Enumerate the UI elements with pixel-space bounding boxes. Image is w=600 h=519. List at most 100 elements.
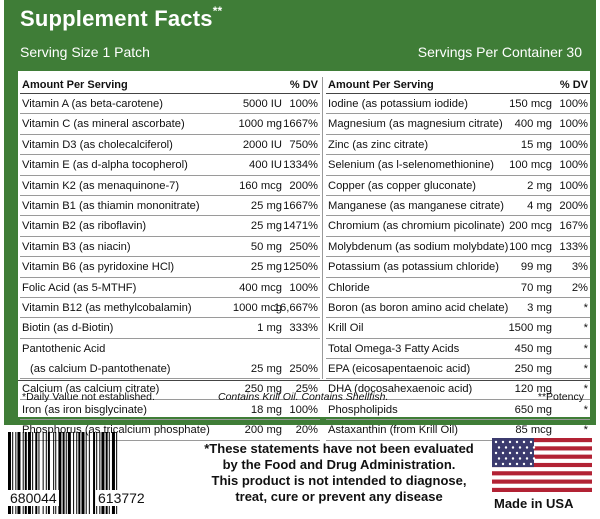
nutrient-name: Calcium (as calcium citrate) xyxy=(22,383,160,396)
nutrient-row: Copper (as copper gluconate) 2 mg 100% xyxy=(326,176,590,196)
nutrient-dv: 1667% xyxy=(283,118,318,131)
nutrient-amount: 25 mg xyxy=(250,261,282,274)
column-header: Amount Per Serving % DV xyxy=(326,71,590,94)
nutrient-row: Potassium (as potassium chloride) 99 mg 3% xyxy=(326,257,590,278)
nutrient-amount: 450 mg xyxy=(514,342,552,355)
nutrient-name: Vitamin A (as beta-carotene) xyxy=(22,98,163,110)
nutrient-amount: 100 mcg xyxy=(509,240,552,253)
nutrient-row: Vitamin C (as mineral ascorbate) 1000 mg 1… xyxy=(20,114,320,135)
nutrient-dv: 16,667% xyxy=(273,301,318,314)
nutrient-amount: 25 mg xyxy=(250,199,282,212)
nutrient-name: Biotin (as d-Biotin) xyxy=(22,322,114,335)
nutrient-name: Pantothenic Acid xyxy=(22,342,106,355)
nutrient-amount: 5000 IU xyxy=(242,98,282,110)
nutrient-dv: 100% xyxy=(289,281,318,294)
potency-footnote: **Potency xyxy=(537,391,584,403)
nutrient-name: Vitamin K2 (as menaquinone-7) xyxy=(22,179,180,192)
nutrient-name: Total Omega-3 Fatty Acids xyxy=(328,342,460,355)
nutrient-name: Copper (as copper gluconate) xyxy=(328,179,477,192)
nutrient-amount: 25 mg xyxy=(250,363,282,376)
nutrient-name: EPA (eicosapentaenoic acid) xyxy=(328,363,471,376)
nutrient-amount: 160 mcg xyxy=(239,179,282,192)
nutrient-dv: 100% xyxy=(289,403,318,416)
nutrient-dv: 100% xyxy=(559,179,588,192)
amount-per-serving-heading: Amount Per Serving xyxy=(328,79,434,91)
nutrient-amount: 18 mg xyxy=(250,403,282,416)
nutrient-name: Chromium (as chromium picolinate) xyxy=(328,220,505,233)
nutrient-row: Magnesium (as magnesium citrate) 400 mg 10… xyxy=(326,114,590,135)
nutrient-name: Vitamin D3 (as cholecalciferol) xyxy=(22,138,173,151)
nutrient-dv: 200% xyxy=(289,179,318,192)
column-divider xyxy=(322,77,323,379)
nutrient-dv: 333% xyxy=(289,322,318,335)
nutrient-row: Biotin (as d-Biotin) 1 mg 333% xyxy=(20,318,320,339)
nutrient-dv: 100% xyxy=(559,138,588,151)
footnote-bar: *Daily Value not established. Contains K… xyxy=(18,380,590,416)
nutrient-dv: 20% xyxy=(295,424,318,437)
nutrient-dv: * xyxy=(583,383,588,396)
nutrient-amount: 250 mg xyxy=(514,363,552,376)
nutrient-dv: 2% xyxy=(571,281,588,294)
nutrient-row: Vitamin K2 (as menaquinone-7) 160 mcg 200% xyxy=(20,176,320,196)
nutrient-amount: 400 mg xyxy=(514,118,552,131)
nutrient-row: Manganese (as manganese citrate) 4 mg 200% xyxy=(326,196,590,217)
nutrient-name: Vitamin B3 (as niacin) xyxy=(22,240,131,253)
nutrient-amount: 4 mg xyxy=(527,199,552,212)
nutrient-dv: 3% xyxy=(571,261,588,274)
nutrient-amount: 650 mg xyxy=(514,403,552,416)
nutrient-name: Astaxanthin (from Krill Oil) xyxy=(328,424,458,437)
nutrient-name: Krill Oil xyxy=(328,322,364,335)
nutrient-row: Pantothenic Acid xyxy=(20,339,320,359)
nutrient-amount: 150 mcg xyxy=(509,98,552,110)
barcode-left-digits: 680044 xyxy=(8,490,59,506)
nutrient-amount: 1000 mg xyxy=(238,118,282,131)
dv-heading: % DV xyxy=(559,79,588,91)
nutrient-amount: 1500 mg xyxy=(508,322,552,335)
nutrient-row: (as calcium D-pantothenate) 25 mg 250% xyxy=(20,359,320,380)
nutrient-amount: 2000 IU xyxy=(242,138,282,151)
nutrient-name: Molybdenum (as sodium molybdate) xyxy=(328,240,509,253)
nutrient-dv: * xyxy=(583,322,588,335)
nutrient-name: (as calcium D-pantothenate) xyxy=(30,363,171,376)
servings-per-container: Servings Per Container 30 xyxy=(417,44,582,60)
allergen-statement: Contains Krill Oil. Contains Shellfish. xyxy=(218,391,389,403)
nutrient-row: DHA (docosahexaenoic acid) 120 mg * xyxy=(326,379,590,400)
nutrient-amount: 400 mcg xyxy=(239,281,282,294)
nutrient-name: DHA (docosahexaenoic acid) xyxy=(328,383,473,396)
nutrient-name: Vitamin B6 (as pyridoxine HCl) xyxy=(22,261,175,274)
nutrient-dv: 167% xyxy=(559,220,588,233)
nutrient-amount: 200 mcg xyxy=(509,220,552,233)
nutrient-dv: * xyxy=(583,424,588,437)
nutrient-name: Vitamin B2 (as riboflavin) xyxy=(22,220,147,233)
nutrient-dv: 100% xyxy=(559,118,588,131)
nutrient-dv: 25% xyxy=(295,383,318,396)
nutrient-row: Folic Acid (as 5-MTHF) 400 mcg 100% xyxy=(20,278,320,298)
nutrient-row: EPA (eicosapentaenoic acid) 250 mg * xyxy=(326,359,590,380)
nutrient-name: Folic Acid (as 5-MTHF) xyxy=(22,281,137,294)
nutrient-dv: 750% xyxy=(289,138,318,151)
nutrient-amount: 120 mg xyxy=(514,383,552,396)
nutrient-amount: 85 mcg xyxy=(515,424,552,437)
nutrient-amount: 25 mg xyxy=(250,220,282,233)
nutrient-amount: 2 mg xyxy=(527,179,552,192)
nutrient-dv: * xyxy=(583,301,588,314)
nutrient-row: Astaxanthin (from Krill Oil) 85 mcg * xyxy=(326,420,590,441)
nutrient-name: Chloride xyxy=(328,281,370,294)
nutrient-amount: 15 mg xyxy=(520,138,552,151)
nutrient-row: Vitamin B1 (as thiamin mononitrate) 25 mg… xyxy=(20,196,320,217)
nutrient-amount: 50 mg xyxy=(250,240,282,253)
us-flag-icon xyxy=(492,438,592,492)
made-in-usa-label: Made in USA xyxy=(494,496,574,511)
nutrient-name: Zinc (as zinc citrate) xyxy=(328,138,429,151)
nutrient-dv: * xyxy=(583,363,588,376)
nutrient-name: Iodine (as potassium iodide) xyxy=(328,98,468,110)
barcode-right-digits: 613772 xyxy=(96,490,147,506)
nutrient-amount: 200 mg xyxy=(244,424,282,437)
nutrient-name: Phospholipids xyxy=(328,403,398,416)
nutrient-amount: 1 mg xyxy=(257,322,282,335)
nutrient-dv: 250% xyxy=(289,363,318,376)
nutrient-amount: 99 mg xyxy=(520,261,552,274)
nutrient-row: Boron (as boron amino acid chelate) 3 mg * xyxy=(326,298,590,319)
nutrient-amount: 100 mcg xyxy=(509,159,552,172)
nutrient-row: Vitamin B3 (as niacin) 50 mg 250% xyxy=(20,237,320,258)
